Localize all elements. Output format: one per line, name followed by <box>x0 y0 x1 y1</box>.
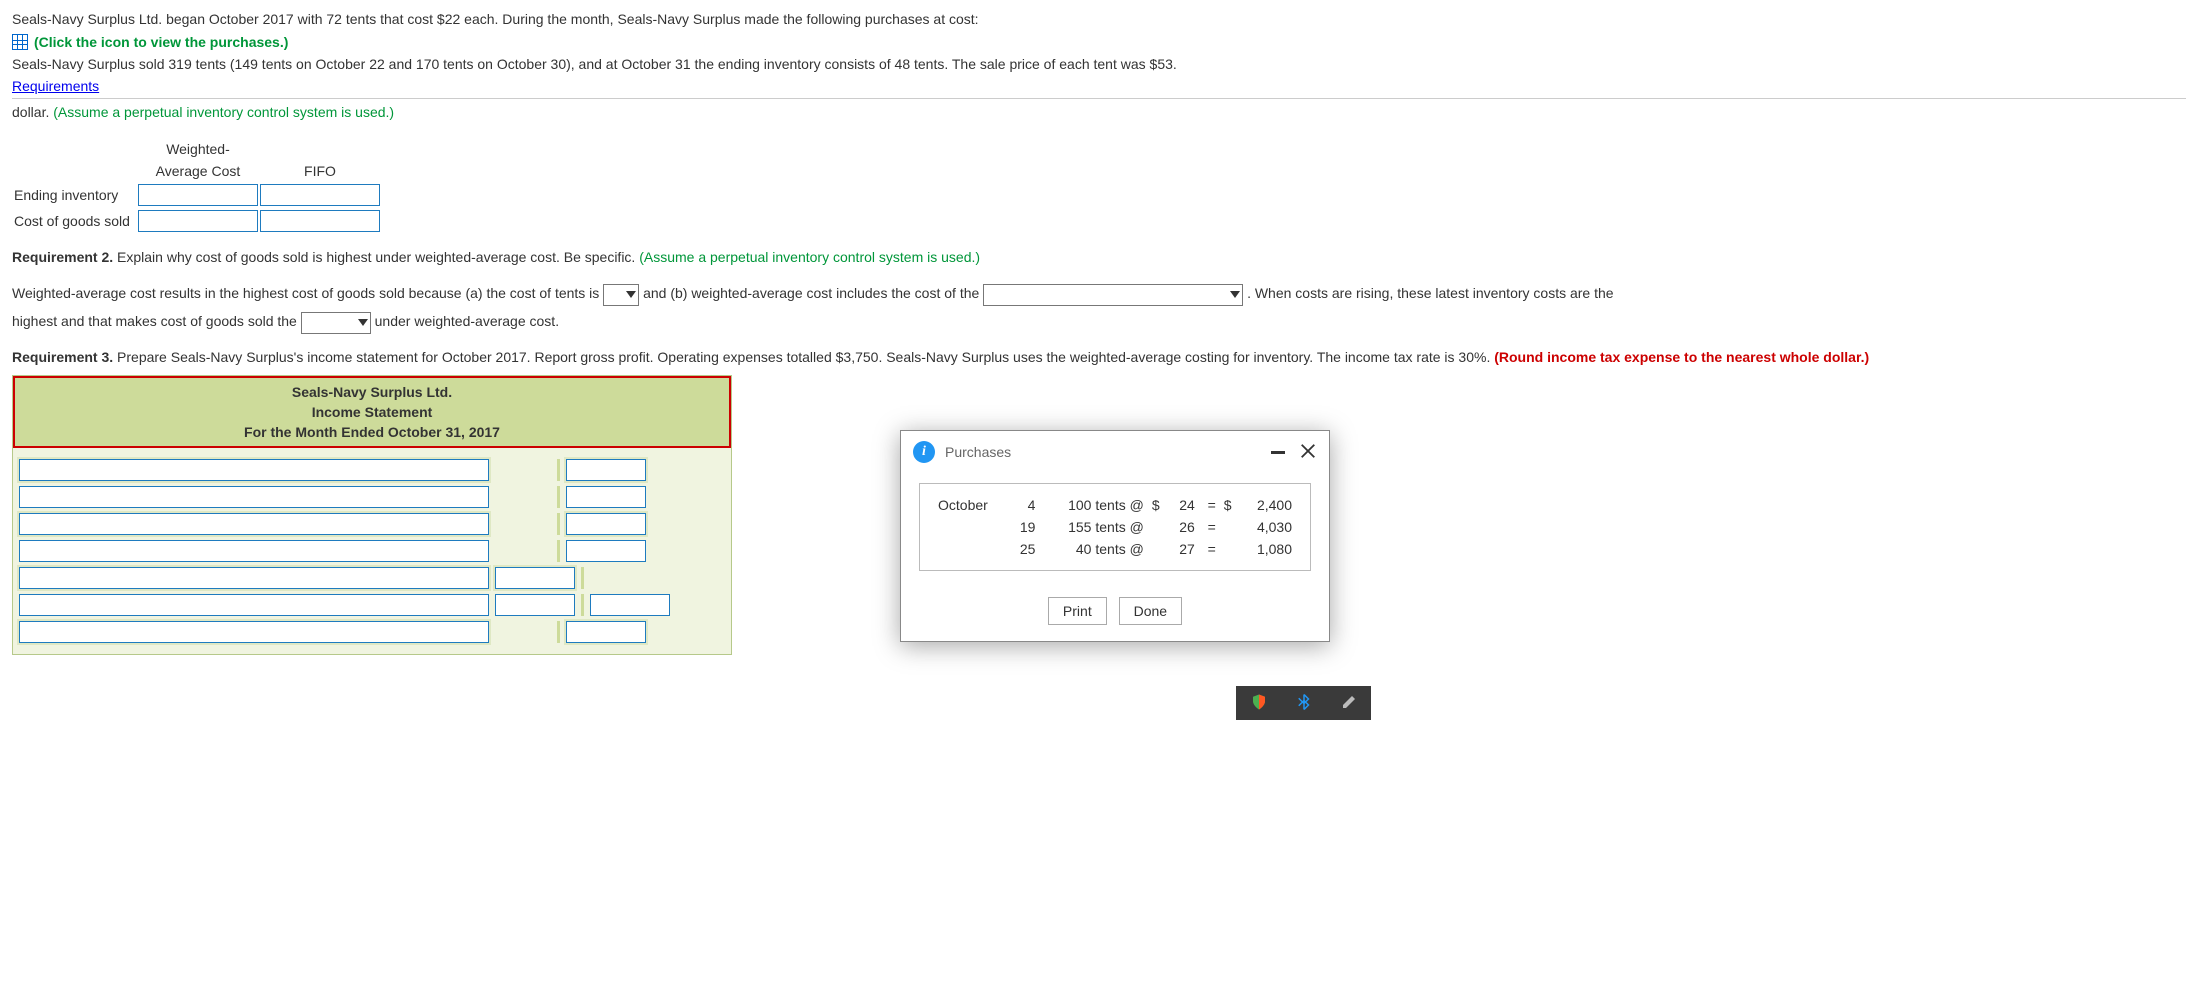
perpetual-note-1: (Assume a perpetual inventory control sy… <box>53 104 394 120</box>
ending-inventory-fifo-input[interactable] <box>260 184 380 206</box>
print-button[interactable]: Print <box>1048 597 1107 625</box>
income-statement: Seals-Navy Surplus Ltd. Income Statement… <box>12 375 732 655</box>
purchase-row: 25 40 tents @ 27 = 1,080 <box>934 538 1296 560</box>
day-cell: 4 <box>1009 494 1040 516</box>
price-cell: 24 <box>1168 494 1199 516</box>
month-cell: October <box>934 494 1009 516</box>
amt-cell: 2,400 <box>1240 494 1296 516</box>
qty-cell: 100 tents @ <box>1039 494 1147 516</box>
divider <box>12 98 2186 99</box>
select-highest[interactable] <box>301 312 371 334</box>
purchases-table: October 4 100 tents @ $ 24 = $ 2,400 19 … <box>919 483 1311 571</box>
eq-cell: = <box>1199 494 1220 516</box>
income-line-7[interactable] <box>19 621 489 643</box>
row-cogs: Cost of goods sold <box>14 209 136 233</box>
close-icon[interactable] <box>1299 442 1317 463</box>
req2-p2b: under weighted-average cost. <box>375 313 559 329</box>
purchase-row: October 4 100 tents @ $ 24 = $ 2,400 <box>934 494 1296 516</box>
row-ending-inventory: Ending inventory <box>14 183 136 207</box>
view-purchases-link[interactable]: (Click the icon to view the purchases.) <box>12 34 288 50</box>
requirement-2: Requirement 2. Explain why cost of goods… <box>12 249 2186 265</box>
perpetual-note-2: (Assume a perpetual inventory control sy… <box>639 249 980 265</box>
req3-text: Prepare Seals-Navy Surplus's income stat… <box>113 349 1494 365</box>
income-header: Seals-Navy Surplus Ltd. Income Statement… <box>13 376 731 448</box>
income-line-4[interactable] <box>19 540 489 562</box>
income-line-3[interactable] <box>19 513 489 535</box>
price-cell: 26 <box>1168 516 1199 538</box>
chevron-down-icon <box>626 291 636 298</box>
income-sub-6[interactable] <box>495 594 575 616</box>
income-amt-4[interactable] <box>566 540 646 562</box>
cogs-fifo-input[interactable] <box>260 210 380 232</box>
problem-line-1: Seals-Navy Surplus Ltd. began October 20… <box>12 8 2186 30</box>
info-icon: i <box>913 441 935 463</box>
minimize-icon[interactable] <box>1271 451 1285 454</box>
done-button[interactable]: Done <box>1119 597 1182 625</box>
req3-head: Requirement 3. <box>12 349 113 365</box>
day-cell: 25 <box>1009 538 1040 560</box>
qty-cell: 40 tents @ <box>1039 538 1147 560</box>
day-cell: 19 <box>1009 516 1040 538</box>
income-line-5[interactable] <box>19 567 489 589</box>
req2-text: Explain why cost of goods sold is highes… <box>113 249 639 265</box>
income-amt-7[interactable] <box>566 621 646 643</box>
dollar2-cell: $ <box>1220 494 1240 516</box>
eq-cell: = <box>1199 516 1220 538</box>
view-purchases-text: (Click the icon to view the purchases.) <box>34 34 288 50</box>
grid-icon <box>12 34 28 50</box>
qty-cell: 155 tents @ <box>1039 516 1147 538</box>
income-line-2[interactable] <box>19 486 489 508</box>
income-amt-1[interactable] <box>566 459 646 481</box>
income-h3: For the Month Ended October 31, 2017 <box>15 422 729 442</box>
chevron-down-icon <box>358 319 368 326</box>
income-line-6[interactable] <box>19 594 489 616</box>
purchase-row: 19 155 tents @ 26 = 4,030 <box>934 516 1296 538</box>
purchases-popup: i Purchases October 4 100 tents @ $ 24 =… <box>900 430 1330 642</box>
taskbar-fragment <box>1236 686 1371 720</box>
dollar-line: dollar. (Assume a perpetual inventory co… <box>12 101 2186 123</box>
select-cost-trend[interactable] <box>603 284 639 306</box>
income-amt-2[interactable] <box>566 486 646 508</box>
amt-cell: 1,080 <box>1240 538 1296 560</box>
amt-cell: 4,030 <box>1240 516 1296 538</box>
price-cell: 27 <box>1168 538 1199 560</box>
col-fifo: FIFO <box>260 161 380 181</box>
req3-round: (Round income tax expense to the nearest… <box>1494 349 1869 365</box>
income-h1: Seals-Navy Surplus Ltd. <box>15 382 729 402</box>
income-sub-5[interactable] <box>495 567 575 589</box>
req2-p2a: highest and that makes cost of goods sol… <box>12 313 301 329</box>
bluetooth-icon[interactable] <box>1295 693 1313 714</box>
pen-icon[interactable] <box>1340 693 1358 714</box>
income-amt-3[interactable] <box>566 513 646 535</box>
ending-inventory-wac-input[interactable] <box>138 184 258 206</box>
income-line-1[interactable] <box>19 459 489 481</box>
col-weighted-a: Weighted- <box>138 139 258 159</box>
chevron-down-icon <box>1230 291 1240 298</box>
eq-cell: = <box>1199 538 1220 560</box>
req2-p1b: and (b) weighted-average cost includes t… <box>643 285 983 301</box>
dollar-pre: dollar. <box>12 104 53 120</box>
requirement-3: Requirement 3. Prepare Seals-Navy Surplu… <box>12 349 2186 365</box>
req2-p1c: . When costs are rising, these latest in… <box>1247 285 1614 301</box>
col-weighted-b: Average Cost <box>138 161 258 181</box>
req2-p1a: Weighted-average cost results in the hig… <box>12 285 603 301</box>
requirements-link[interactable]: Requirements <box>12 78 99 94</box>
shield-icon[interactable] <box>1250 693 1268 714</box>
cost-table: Weighted- Average Cost FIFO Ending inven… <box>12 137 382 235</box>
income-amt-6[interactable] <box>590 594 670 616</box>
income-body <box>13 448 731 654</box>
dollar-cell: $ <box>1148 494 1168 516</box>
problem-line-2: Seals-Navy Surplus sold 319 tents (149 t… <box>12 53 2186 75</box>
cogs-wac-input[interactable] <box>138 210 258 232</box>
req2-head: Requirement 2. <box>12 249 113 265</box>
select-includes-cost[interactable] <box>983 284 1243 306</box>
income-h2: Income Statement <box>15 402 729 422</box>
popup-title: Purchases <box>945 444 1271 460</box>
